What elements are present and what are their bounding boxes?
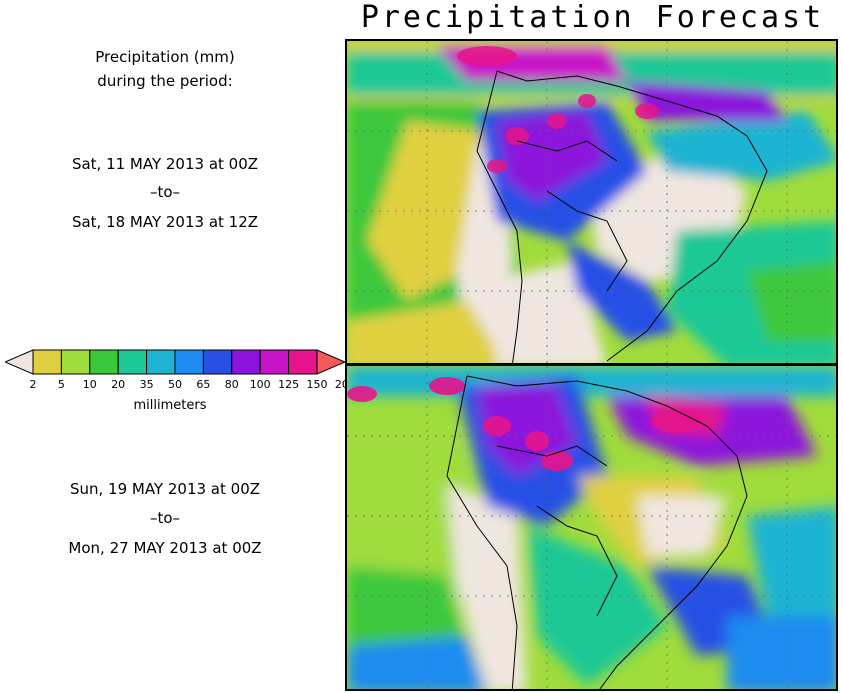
period2-to: –to– (149, 509, 181, 527)
colorbar-tick-label: 150 (306, 378, 328, 391)
colorbar-cell (89, 349, 119, 375)
subtitle-line-1: Precipitation (mm) (95, 48, 235, 66)
period2-start: Sun, 19 MAY 2013 at 00Z (69, 480, 261, 498)
colorbar-tick-label: 5 (57, 378, 65, 391)
colorbar-units: millimeters (133, 398, 207, 413)
colorbar-tick-label: 20 (111, 378, 126, 391)
colorbar-cell (60, 349, 91, 375)
map-panel-period1 (345, 39, 838, 365)
colorbar-cell (146, 349, 176, 375)
colorbar-cell (117, 349, 148, 375)
period1-end: Sat, 18 MAY 2013 at 12Z (71, 213, 259, 231)
colorbar-cell (32, 349, 62, 375)
colorbar-cell (231, 349, 261, 375)
colorbar-tick-label: 65 (196, 378, 211, 391)
colorbar-cells (32, 349, 318, 375)
period2-end: Mon, 27 MAY 2013 at 00Z (68, 539, 262, 557)
colorbar-tick-label: 80 (224, 378, 239, 391)
colorbar-cell (174, 349, 204, 375)
colorbar-cell (288, 349, 318, 375)
colorbar-tick-label: 2 (29, 378, 37, 391)
colorbar-tick-label: 35 (139, 378, 154, 391)
colorbar-tick-label: 125 (278, 378, 300, 391)
colorbar-tick-label: 10 (82, 378, 97, 391)
period1-to: –to– (149, 183, 181, 201)
colorbar-tick-label: 100 (249, 378, 271, 391)
colorbar-ticks: 25102035506580100125150200 (0, 378, 356, 394)
precipitation-colorbar (5, 349, 345, 375)
colorbar-cell (202, 349, 233, 375)
page-title: Precipitation Forecast (360, 0, 825, 35)
colorbar-high-arrow (316, 349, 345, 375)
colorbar-tick-label: 50 (168, 378, 182, 391)
map-panel-period2 (345, 364, 838, 691)
period1-start: Sat, 11 MAY 2013 at 00Z (71, 155, 259, 173)
subtitle-line-2: during the period: (97, 72, 233, 90)
colorbar-low-arrow (5, 349, 34, 375)
colorbar-cell (259, 349, 290, 375)
